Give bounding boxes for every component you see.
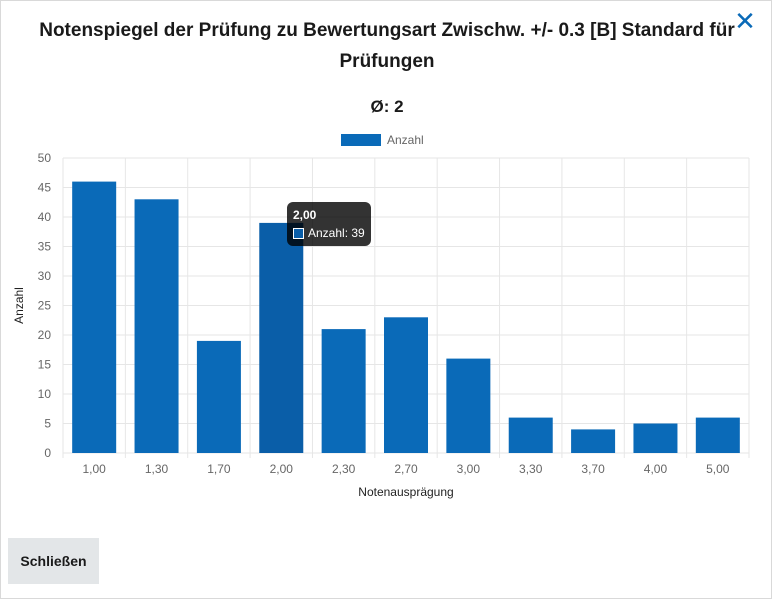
x-tick-label: 3,30 (519, 462, 543, 476)
bar[interactable] (446, 358, 491, 453)
dialog-title: Notenspiegel der Prüfung zu Bewertungsar… (1, 15, 772, 77)
y-tick-label: 10 (38, 387, 52, 401)
bar[interactable] (571, 429, 616, 453)
x-tick-label: 3,00 (457, 462, 481, 476)
tooltip-row: Anzahl: 39 (293, 224, 365, 242)
x-tick-label: 2,00 (270, 462, 294, 476)
legend-label: Anzahl (387, 133, 424, 147)
tooltip-title: 2,00 (293, 208, 317, 222)
y-tick-label: 30 (38, 269, 52, 283)
y-axis-title: Anzahl (12, 287, 26, 324)
bar[interactable] (72, 181, 117, 453)
y-tick-label: 40 (38, 210, 52, 224)
y-tick-label: 20 (38, 328, 52, 342)
legend-swatch (341, 134, 381, 146)
y-tick-label: 15 (38, 358, 52, 372)
bar[interactable] (196, 340, 241, 453)
bar[interactable] (508, 417, 553, 453)
chart-tooltip: 2,00 Anzahl: 39 (287, 202, 371, 246)
bar[interactable] (695, 417, 740, 453)
x-tick-label: 2,30 (332, 462, 356, 476)
x-axis-title: Notenausprägung (358, 485, 453, 499)
x-tick-label: 3,70 (581, 462, 605, 476)
dialog-title-text: Notenspiegel der Prüfung zu Bewertungsar… (39, 20, 735, 72)
x-tick-label: 2,70 (394, 462, 418, 476)
tooltip-label: Anzahl: 39 (308, 226, 365, 240)
y-tick-label: 35 (38, 240, 52, 254)
close-button[interactable]: Schließen (8, 538, 99, 584)
chart-legend[interactable]: Anzahl (341, 133, 424, 147)
average-grade: Ø: 2 (370, 97, 404, 116)
bar[interactable] (259, 222, 304, 453)
tooltip-swatch (293, 227, 304, 239)
x-tick-label: 1,70 (207, 462, 231, 476)
bar[interactable] (633, 423, 678, 454)
close-icon[interactable]: ✕ (734, 6, 756, 36)
bar[interactable] (384, 317, 428, 453)
y-tick-label: 45 (38, 181, 52, 195)
y-tick-label: 50 (38, 151, 52, 165)
bar[interactable] (134, 199, 179, 453)
y-tick-label: 25 (38, 299, 52, 313)
y-tick-label: 5 (44, 417, 51, 431)
x-tick-label: 1,30 (145, 462, 169, 476)
bar-chart: 0 5 10 15 20 25 30 35 40 45 50 1,00 1,30 1,70 2,00 2,30… (12, 151, 750, 499)
bar[interactable] (321, 329, 366, 453)
x-tick-label: 5,00 (706, 462, 730, 476)
y-tick-label: 0 (44, 446, 51, 460)
x-tick-label: 4,00 (644, 462, 668, 476)
x-tick-label: 1,00 (83, 462, 107, 476)
